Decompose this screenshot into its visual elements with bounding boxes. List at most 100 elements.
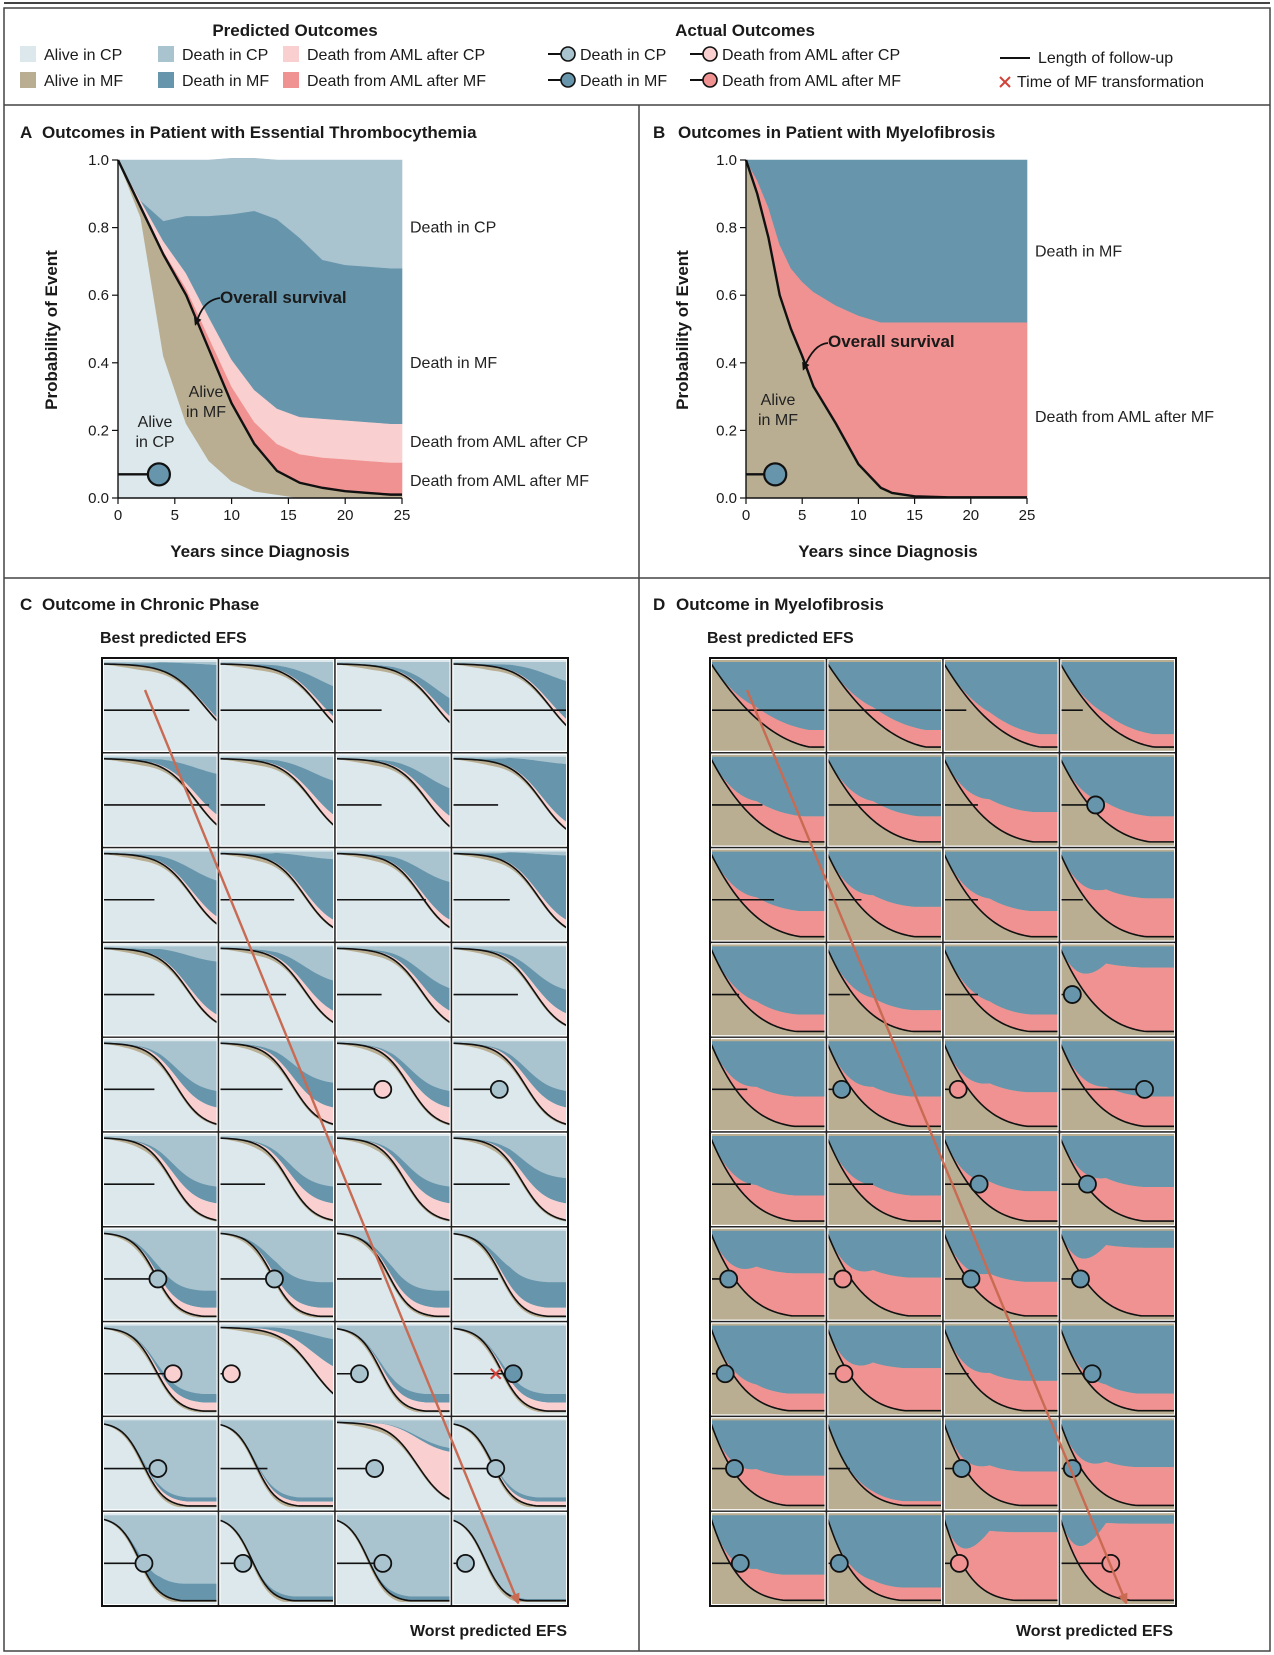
mini-area-death-mf — [335, 1233, 452, 1308]
mini-chart — [101, 1510, 220, 1607]
y-tick-label: 0.2 — [716, 422, 737, 439]
mini-chart — [825, 846, 944, 944]
mini-survival-line — [101, 852, 219, 926]
mini-chart — [1058, 1226, 1177, 1323]
mini-area-death — [335, 662, 452, 700]
overall-survival-line — [116, 159, 402, 496]
mini-area-death — [102, 1515, 219, 1584]
right-label: Death in CP — [410, 220, 496, 237]
legend-swatch-alive-mf — [20, 72, 36, 88]
mini-chart — [217, 657, 336, 754]
mini-survival-line — [334, 1519, 452, 1602]
mini-area-death-mf — [335, 853, 452, 921]
mini-area-death-mf — [218, 852, 335, 921]
mini-chart-inner-border — [943, 1416, 1060, 1512]
mini-area-death — [826, 1041, 943, 1097]
mini-area-death — [335, 1041, 452, 1092]
mf-transformation-icon — [999, 76, 1011, 88]
mini-area-death — [943, 1136, 1060, 1192]
mini-area-death — [451, 1515, 568, 1599]
mini-survival-line — [101, 663, 220, 723]
mini-chart — [334, 1510, 453, 1607]
mini-event-marker — [1078, 1174, 1097, 1194]
mini-survival-line — [1058, 1325, 1176, 1412]
mini-survival-line — [218, 1137, 336, 1222]
overall-survival-label: Overall survival — [220, 288, 347, 307]
mini-survival-line — [1058, 756, 1176, 843]
mini-chart — [450, 941, 569, 1038]
mini-chart — [334, 1320, 453, 1418]
mini-event-marker — [1062, 985, 1082, 1004]
mini-area-death — [943, 1325, 1060, 1381]
legend-swatch-alive-cp — [20, 46, 36, 62]
mini-area-death — [451, 1420, 568, 1498]
mini-survival-line — [334, 1327, 452, 1412]
legend-swatch-death-aml-mf — [283, 72, 299, 88]
mini-area-death — [826, 851, 943, 907]
x-tick-label: 10 — [850, 507, 867, 524]
mini-area-death — [451, 1136, 568, 1179]
x-tick-label: 25 — [394, 507, 411, 524]
legend-label-alive-cp: Alive in CP — [44, 47, 122, 64]
mini-event-marker — [730, 1553, 750, 1573]
mini-chart — [450, 1226, 569, 1323]
panel-d-title: Outcome in Myelofibrosis — [676, 595, 884, 614]
inner-label-alive-mf: Alive — [189, 384, 224, 401]
mini-area-death — [335, 1136, 452, 1187]
mini-area-death-mf — [451, 1423, 568, 1502]
mini-chart — [709, 1226, 828, 1323]
mini-survival-line — [218, 663, 336, 725]
mini-area-death — [826, 1136, 943, 1196]
mini-survival-line — [218, 852, 336, 930]
inner-label-alive-mf: Alive — [761, 392, 796, 409]
mini-area-death — [218, 1041, 335, 1083]
mini-chart — [101, 752, 220, 849]
mini-chart-inner-border — [335, 847, 452, 943]
mini-chart — [1058, 1415, 1177, 1512]
mini-area-alive-mf — [335, 1328, 452, 1413]
mini-area-death — [943, 1515, 1060, 1549]
legend-swatch-death-aml-cp — [283, 46, 299, 62]
mini-chart — [334, 1036, 453, 1133]
overall-survival-line — [744, 159, 1027, 499]
mini-area-aml — [335, 1422, 452, 1501]
mini-area-death — [451, 1230, 568, 1283]
mini-survival-line — [101, 1518, 219, 1602]
mini-area-death-mf — [218, 1327, 335, 1368]
area-death-cp — [117, 158, 403, 269]
panel-a-letter: A — [20, 123, 32, 142]
legend-swatch-death-mf — [158, 72, 174, 88]
mini-area-death — [102, 851, 219, 882]
inner-label-alive-cp: in CP — [135, 434, 174, 451]
area-death-mf — [745, 159, 1028, 323]
mini-survival-line — [709, 851, 827, 938]
mini-area-aml — [943, 1136, 1060, 1222]
mini-chart — [450, 752, 569, 849]
mini-area-death — [710, 662, 827, 731]
trend-arrow — [143, 689, 517, 1600]
mini-area-death — [218, 1420, 335, 1498]
mini-event-marker — [148, 1269, 168, 1289]
mini-event-marker — [503, 1364, 523, 1384]
y-tick-label: 1.0 — [716, 152, 737, 169]
mini-survival-line — [218, 757, 336, 827]
mini-area-aml — [826, 756, 943, 842]
mini-area-aml — [102, 1423, 219, 1506]
mini-chart — [942, 752, 1061, 849]
mini-area-death — [710, 1041, 827, 1097]
y-tick-label: 0.8 — [716, 220, 737, 237]
mini-area-death — [218, 1136, 335, 1187]
mini-area-aml — [943, 1420, 1060, 1506]
mini-area-death — [335, 1325, 452, 1394]
right-label: Death in MF — [410, 355, 497, 372]
mini-chart — [1058, 941, 1177, 1038]
right-label: Death in MF — [1035, 243, 1122, 260]
mini-mf-transform-x — [490, 1368, 502, 1380]
mini-survival-line — [101, 1137, 219, 1222]
mini-area-aml — [1059, 1136, 1176, 1222]
mini-chart — [101, 1320, 220, 1418]
mini-chart — [1058, 1320, 1177, 1418]
x-tick-label: 20 — [962, 507, 979, 524]
y-tick-label: 0.6 — [716, 287, 737, 304]
mini-area-death-mf — [102, 1519, 219, 1601]
